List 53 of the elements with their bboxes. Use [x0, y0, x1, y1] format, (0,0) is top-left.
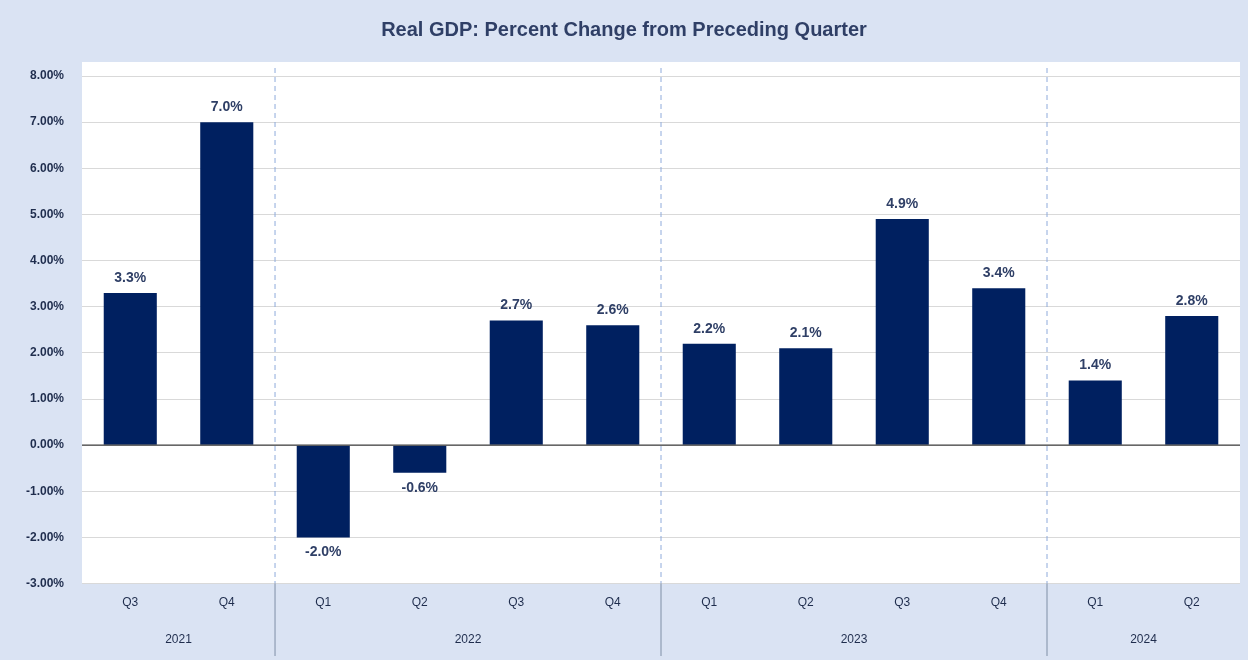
y-tick-label: -2.00% [25, 529, 65, 544]
bar [103, 292, 157, 445]
bar [489, 320, 543, 445]
data-label: -2.0% [304, 543, 343, 560]
x-tick-label: Q4 [604, 595, 622, 610]
y-tick-label: 5.00% [29, 206, 65, 221]
x-tick-label: Q1 [701, 595, 718, 610]
y-tick-label: -3.00% [25, 575, 65, 590]
x-tick-label: Q2 [797, 595, 815, 610]
x-tick-label: Q4 [218, 595, 236, 610]
y-tick-label: 2.00% [29, 345, 65, 360]
x-tick-label: Q2 [1183, 595, 1201, 610]
chart-title: Real GDP: Percent Change from Preceding Quarter [381, 17, 868, 40]
bar [972, 288, 1026, 445]
bar [586, 325, 640, 445]
data-label: 2.7% [500, 296, 533, 313]
y-tick-label: 3.00% [29, 299, 65, 314]
data-label: 3.4% [982, 264, 1016, 281]
x-tick-label: Q1 [315, 595, 332, 610]
x-tick-label: Q3 [894, 595, 911, 610]
bar [296, 445, 350, 538]
bar [875, 219, 929, 445]
y-tick-label: 8.00% [29, 68, 65, 83]
data-label: 1.4% [1079, 356, 1112, 373]
data-label: -0.6% [401, 478, 439, 495]
y-tick-label: 4.00% [29, 252, 65, 267]
data-label: 2.8% [1175, 291, 1209, 308]
y-tick-label: -1.00% [25, 483, 65, 498]
x-tick-label: Q4 [990, 595, 1008, 610]
data-label: 4.9% [886, 194, 919, 211]
x-tick-label: Q3 [122, 595, 139, 610]
x-tick-label: Q3 [508, 595, 525, 610]
bar [393, 445, 447, 473]
y-tick-label: 0.00% [29, 437, 65, 452]
bar [682, 343, 736, 445]
data-label: 2.6% [596, 301, 630, 318]
data-label: 2.2% [693, 319, 726, 336]
text: 2022 [454, 632, 482, 647]
y-tick-label: 6.00% [29, 160, 65, 175]
y-tick-label: 7.00% [29, 114, 65, 129]
bar [1068, 380, 1122, 445]
data-label: 2.1% [789, 324, 823, 341]
text: 2023 [840, 632, 868, 647]
data-label: 3.3% [114, 268, 147, 285]
bar [200, 122, 254, 445]
y-tick-label: 1.00% [29, 391, 65, 406]
bar [779, 348, 833, 445]
x-tick-label: Q1 [1087, 595, 1104, 610]
bar [1165, 315, 1219, 445]
x-tick-label: Q2 [411, 595, 429, 610]
text: 2024 [1130, 632, 1158, 647]
data-label: 7.0% [210, 98, 244, 114]
text: 2021 [165, 632, 193, 647]
